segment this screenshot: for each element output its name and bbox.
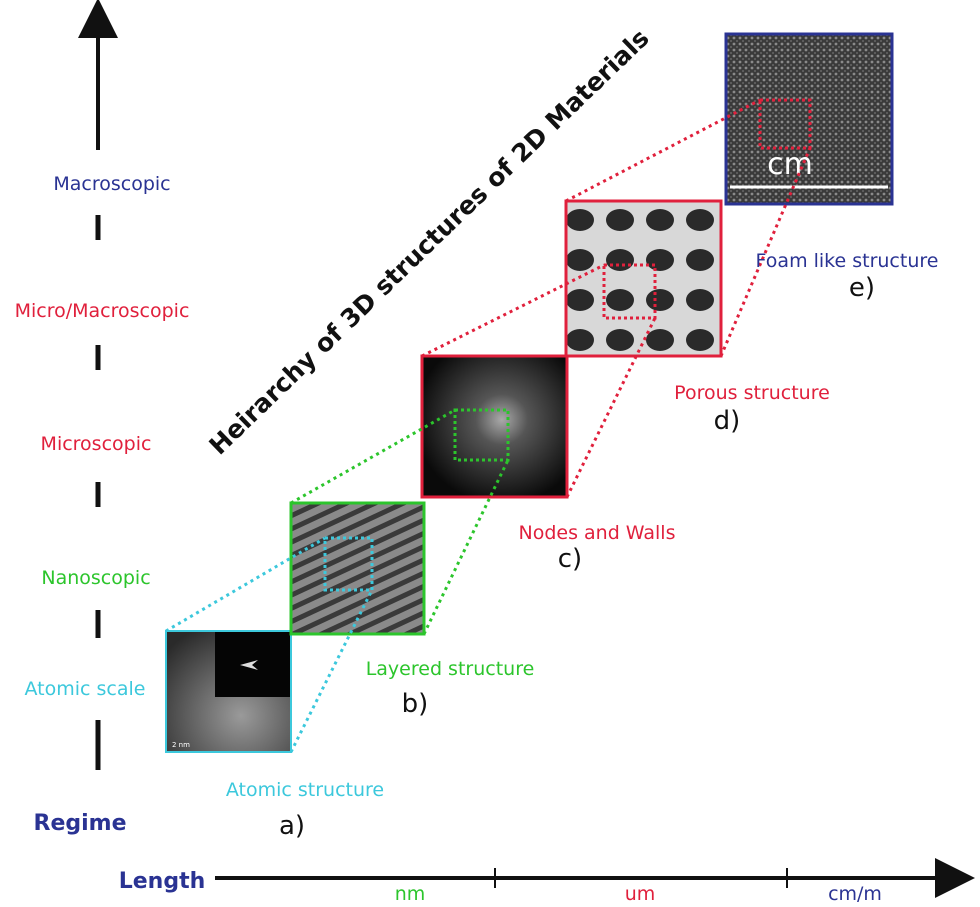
scale-bar: 2 nm xyxy=(172,741,190,749)
panel-b-image xyxy=(289,501,426,636)
length-range: nm xyxy=(395,883,426,905)
regime-level: Macroscopic xyxy=(53,173,170,195)
panel-tag: a) xyxy=(279,811,305,841)
caption: Porous structure xyxy=(674,382,830,404)
zoom-box xyxy=(758,98,812,150)
caption: Foam like structure xyxy=(756,250,939,272)
regime-level: Micro/Macroscopic xyxy=(15,300,190,322)
panel-tag: b) xyxy=(402,689,429,719)
caption: Atomic structure xyxy=(226,779,384,801)
zoom-box xyxy=(602,263,657,320)
length-label: Length xyxy=(119,869,206,894)
panel-tag: e) xyxy=(849,273,875,303)
caption: Nodes and Walls xyxy=(519,522,676,544)
length-range: cm/m xyxy=(828,883,882,905)
regime-level: Nanoscopic xyxy=(41,567,150,589)
connectors xyxy=(165,98,812,753)
panel-d-image xyxy=(564,199,723,358)
caption: Layered structure xyxy=(366,658,535,680)
diffraction-spot xyxy=(240,660,258,670)
regime-level: Microscopic xyxy=(41,433,152,455)
regime-label: Regime xyxy=(34,811,127,836)
zoom-box xyxy=(323,536,374,592)
panel-tag: c) xyxy=(558,544,582,574)
regime-level: Atomic scale xyxy=(25,678,146,700)
panel-c-image xyxy=(420,354,569,499)
panel-tag: d) xyxy=(714,406,741,436)
zoom-box xyxy=(453,408,510,462)
scale-bar: cm xyxy=(767,147,813,182)
length-range: um xyxy=(625,883,656,905)
